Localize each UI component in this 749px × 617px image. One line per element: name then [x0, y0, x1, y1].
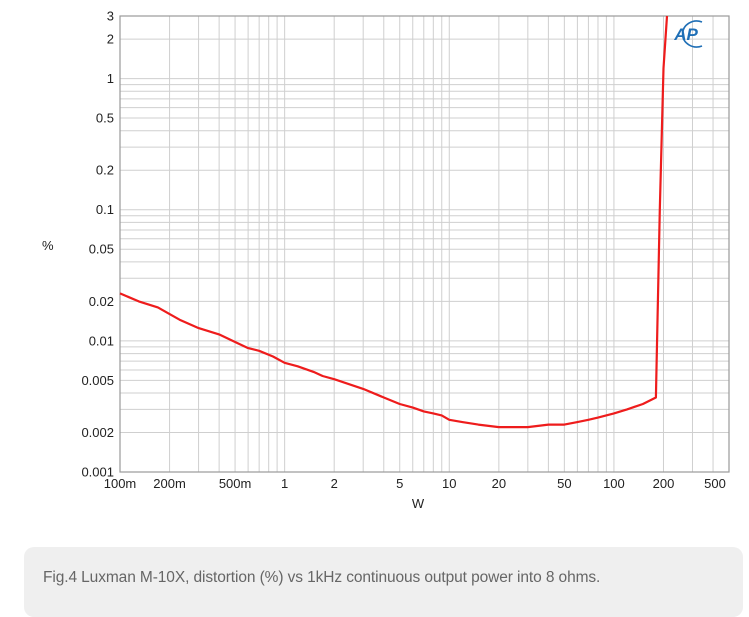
distortion-chart: 3210.50.20.10.050.020.010.0050.0020.001 …	[42, 9, 730, 511]
x-tick-label: 1	[281, 476, 288, 491]
y-axis-ticks: 3 2 1 0.5 0.2 0.1 0.05 0.02 0.01 0.005 0.002 0.001	[81, 9, 114, 480]
y-tick-label: 0.2	[96, 163, 114, 178]
x-tick-label: 100	[603, 476, 625, 491]
y-tick-label: 0.01	[89, 333, 114, 348]
ap-logo-text: AP	[673, 25, 698, 44]
x-axis-label: W	[412, 496, 425, 511]
y-tick-label: 1	[107, 71, 114, 86]
y-tick-label: 2	[107, 32, 114, 47]
x-tick-label: 500	[704, 476, 726, 491]
y-tick-label: 0.05	[89, 242, 114, 257]
x-tick-label: 5	[396, 476, 403, 491]
y-tick-label: 0.02	[89, 294, 114, 309]
ap-logo-icon: AP	[673, 20, 703, 48]
plot-frame	[119, 15, 730, 473]
y-tick-label: 0.5	[96, 111, 114, 126]
x-axis-ticks: 100m 200m 500m 1 2 5 10 20 50 100 200 500	[104, 476, 726, 491]
y-tick-label: 0.005	[81, 373, 114, 388]
x-tick-label: 50	[557, 476, 571, 491]
y-tick-label: 0.1	[96, 202, 114, 217]
x-tick-label: 500m	[219, 476, 252, 491]
distortion-curve	[119, 15, 669, 429]
figure-caption: Fig.4 Luxman M-10X, distortion (%) vs 1k…	[43, 569, 601, 586]
x-tick-label: 200m	[153, 476, 186, 491]
x-tick-label: 100m	[104, 476, 137, 491]
x-tick-label: 2	[331, 476, 338, 491]
y-axis-label: %	[42, 238, 54, 253]
y-tick-label: 3	[107, 9, 114, 24]
x-tick-label: 20	[492, 476, 506, 491]
grid-lines	[119, 15, 730, 473]
y-tick-label: 0.001	[81, 465, 114, 480]
x-tick-label: 200	[653, 476, 675, 491]
x-tick-label: 10	[442, 476, 456, 491]
y-tick-label: 0.002	[81, 425, 114, 440]
figure-caption-box: Fig.4 Luxman M-10X, distortion (%) vs 1k…	[24, 547, 743, 617]
